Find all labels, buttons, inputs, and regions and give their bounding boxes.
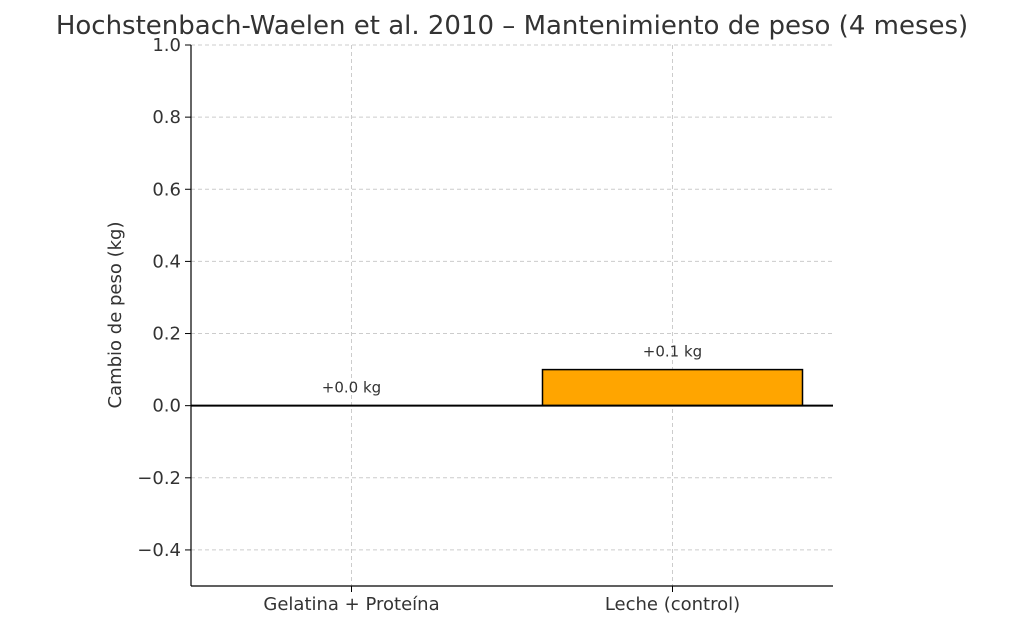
data-label: +0.0 kg (322, 379, 381, 397)
x-tick-label: Gelatina + Proteína (263, 594, 439, 615)
y-tick-label: 0.4 (152, 251, 181, 272)
tick-labels: −0.4 −0.2 0.0 0.2 0.4 0.6 0.8 1.0 +0.0 kg +0.1 kg… (137, 35, 740, 615)
data-label: +0.1 kg (643, 343, 702, 361)
bar (541, 368, 804, 407)
chart-title: Hochstenbach-Waelen et al. 2010 – Manten… (56, 11, 968, 41)
y-tick-label: 0.0 (152, 396, 181, 417)
y-tick-label: −0.4 (137, 540, 181, 561)
grid (191, 44, 833, 586)
bars (541, 368, 804, 407)
y-tick-label: 0.6 (152, 179, 181, 200)
x-tick-label: Leche (control) (605, 594, 740, 615)
y-tick-label: 0.2 (152, 324, 181, 345)
axes (185, 44, 833, 592)
y-tick-label: 1.0 (152, 35, 181, 56)
y-axis-label: Cambio de peso (kg) (105, 221, 126, 408)
y-tick-label: 0.8 (152, 107, 181, 128)
y-tick-label: −0.2 (137, 468, 181, 489)
